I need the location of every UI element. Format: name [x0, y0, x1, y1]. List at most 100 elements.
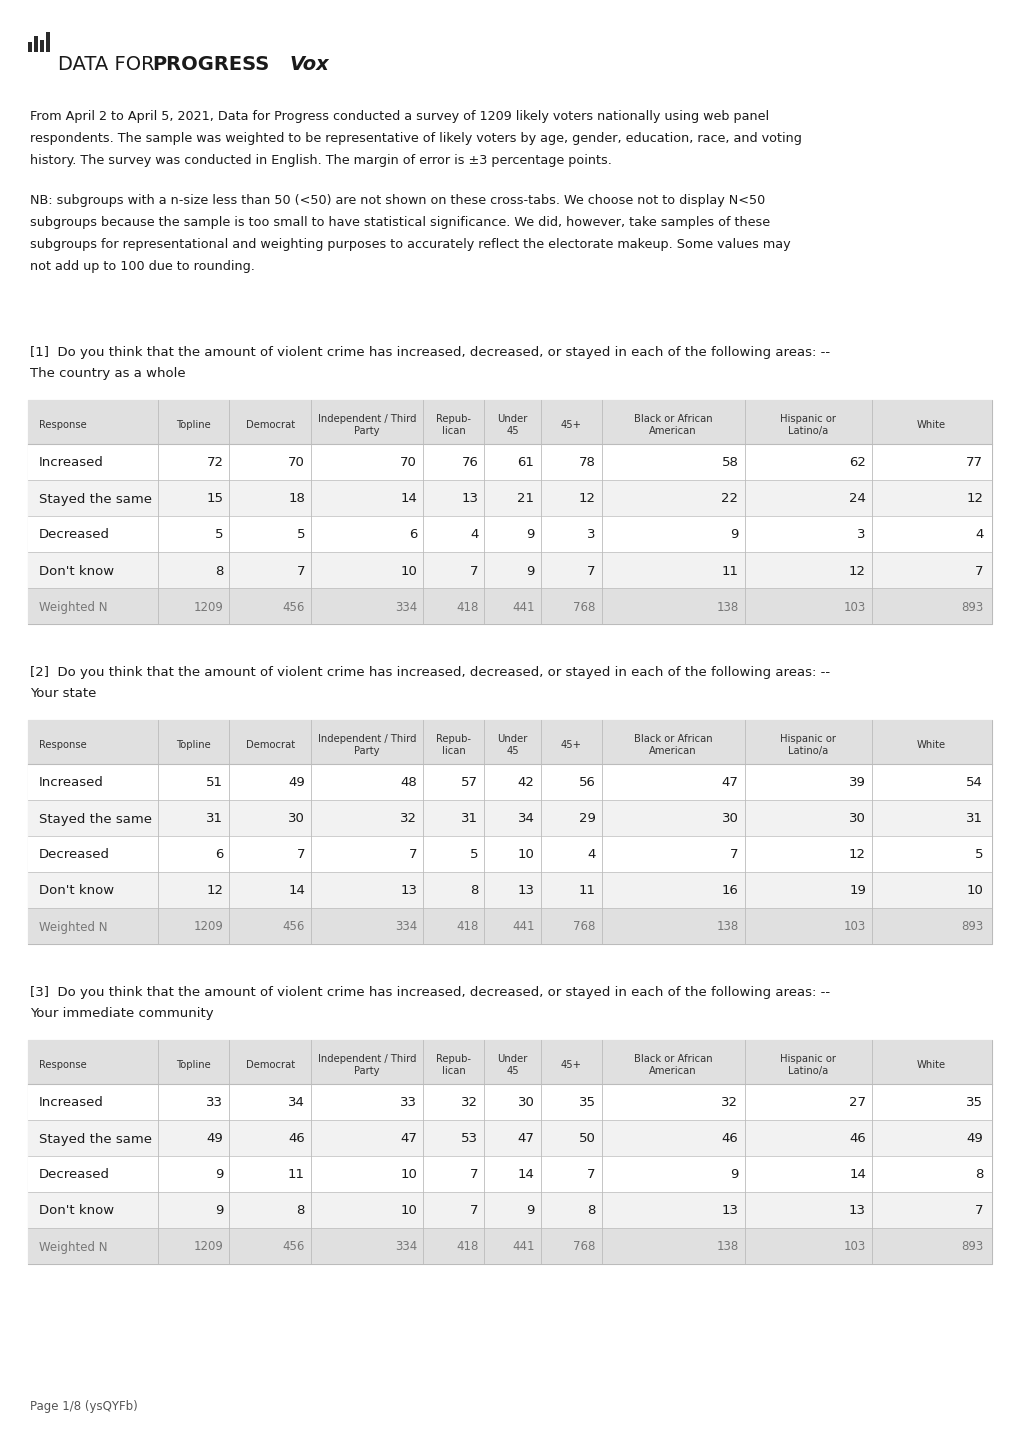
Text: 19: 19	[848, 885, 865, 898]
Text: 9: 9	[215, 1205, 223, 1218]
Text: 8: 8	[470, 885, 478, 898]
Text: 16: 16	[720, 885, 738, 898]
Bar	[28, 720, 991, 944]
Text: 31: 31	[206, 812, 223, 825]
Text: 54: 54	[965, 776, 982, 789]
Bar	[28, 444, 991, 481]
Text: Democrat: Democrat	[246, 420, 294, 430]
Text: 32: 32	[399, 812, 417, 825]
Text: 7: 7	[974, 564, 982, 577]
Text: 1209: 1209	[194, 1241, 223, 1254]
Text: respondents. The sample was weighted to be representative of likely voters by ag: respondents. The sample was weighted to …	[30, 131, 801, 144]
Text: 51: 51	[206, 776, 223, 789]
Bar	[28, 400, 991, 444]
Text: 50: 50	[578, 1133, 595, 1146]
Bar	[34, 36, 38, 52]
Text: Your immediate community: Your immediate community	[30, 1007, 213, 1020]
Text: 5: 5	[297, 528, 305, 541]
Text: not add up to 100 due to rounding.: not add up to 100 due to rounding.	[30, 260, 255, 273]
Text: 39: 39	[848, 776, 865, 789]
Text: Black or African
American: Black or African American	[633, 734, 712, 756]
Text: 441: 441	[512, 1241, 534, 1254]
Bar	[28, 1040, 991, 1264]
Text: 45+: 45+	[560, 740, 581, 750]
Text: 9: 9	[730, 1169, 738, 1182]
Text: 138: 138	[715, 1241, 738, 1254]
Text: 9: 9	[526, 564, 534, 577]
Text: The country as a whole: The country as a whole	[30, 367, 185, 380]
Text: Weighted N: Weighted N	[39, 600, 107, 613]
Text: 9: 9	[526, 1205, 534, 1218]
Text: Decreased: Decreased	[39, 848, 110, 861]
Text: 7: 7	[587, 564, 595, 577]
Bar	[28, 400, 991, 623]
Text: 441: 441	[512, 600, 534, 613]
Text: Stayed the same: Stayed the same	[39, 1133, 152, 1146]
Text: Increased: Increased	[39, 776, 104, 789]
Text: NB: subgroups with a n-size less than 50 (<50) are not shown on these cross-tabs: NB: subgroups with a n-size less than 50…	[30, 193, 764, 206]
Text: Topline: Topline	[176, 740, 211, 750]
Text: Repub-
lican: Repub- lican	[436, 734, 471, 756]
Text: 14: 14	[399, 492, 417, 505]
Text: 11: 11	[578, 885, 595, 898]
Text: history. The survey was conducted in English. The margin of error is ±3 percenta: history. The survey was conducted in Eng…	[30, 154, 611, 167]
Text: 13: 13	[720, 1205, 738, 1218]
Text: 70: 70	[287, 456, 305, 469]
Text: Repub-
lican: Repub- lican	[436, 1053, 471, 1076]
Text: 7: 7	[297, 848, 305, 861]
Text: [3]  Do you think that the amount of violent crime has increased, decreased, or : [3] Do you think that the amount of viol…	[30, 986, 829, 999]
Text: 9: 9	[526, 528, 534, 541]
Text: 18: 18	[287, 492, 305, 505]
Text: 12: 12	[848, 564, 865, 577]
Text: Decreased: Decreased	[39, 528, 110, 541]
Text: 7: 7	[587, 1169, 595, 1182]
Text: 53: 53	[461, 1133, 478, 1146]
Text: 7: 7	[409, 848, 417, 861]
Text: PROGRESS: PROGRESS	[152, 55, 269, 74]
Bar	[28, 1228, 991, 1264]
Text: Increased: Increased	[39, 456, 104, 469]
Text: Response: Response	[39, 740, 87, 750]
Text: Under
45: Under 45	[497, 734, 527, 756]
Text: White: White	[915, 420, 945, 430]
Text: 76: 76	[461, 456, 478, 469]
Text: 11: 11	[720, 564, 738, 577]
Text: From April 2 to April 5, 2021, Data for Progress conducted a survey of 1209 like: From April 2 to April 5, 2021, Data for …	[30, 110, 768, 123]
Text: 48: 48	[400, 776, 417, 789]
Text: 57: 57	[461, 776, 478, 789]
Text: 47: 47	[517, 1133, 534, 1146]
Text: 15: 15	[206, 492, 223, 505]
Text: Topline: Topline	[176, 1061, 211, 1071]
Text: 103: 103	[843, 921, 865, 934]
Bar	[28, 481, 991, 517]
Text: Response: Response	[39, 420, 87, 430]
Text: Topline: Topline	[176, 420, 211, 430]
Bar	[28, 587, 991, 623]
Text: 70: 70	[399, 456, 417, 469]
Text: 893: 893	[960, 921, 982, 934]
Text: 4: 4	[470, 528, 478, 541]
Text: 47: 47	[399, 1133, 417, 1146]
Bar	[28, 720, 991, 763]
Text: 32: 32	[461, 1097, 478, 1110]
Text: Democrat: Democrat	[246, 1061, 294, 1071]
Text: 31: 31	[461, 812, 478, 825]
Text: Stayed the same: Stayed the same	[39, 492, 152, 505]
Text: 10: 10	[965, 885, 982, 898]
Text: 334: 334	[394, 921, 417, 934]
Text: 14: 14	[848, 1169, 865, 1182]
Text: 77: 77	[965, 456, 982, 469]
Bar	[28, 908, 991, 944]
Text: 7: 7	[470, 1169, 478, 1182]
Bar	[28, 517, 991, 553]
Text: 29: 29	[578, 812, 595, 825]
Text: 42: 42	[517, 776, 534, 789]
Bar	[46, 32, 50, 52]
Text: 8: 8	[297, 1205, 305, 1218]
Text: 3: 3	[587, 528, 595, 541]
Text: Weighted N: Weighted N	[39, 921, 107, 934]
Text: 456: 456	[282, 600, 305, 613]
Text: 768: 768	[573, 921, 595, 934]
Text: 5: 5	[974, 848, 982, 861]
Text: 13: 13	[517, 885, 534, 898]
